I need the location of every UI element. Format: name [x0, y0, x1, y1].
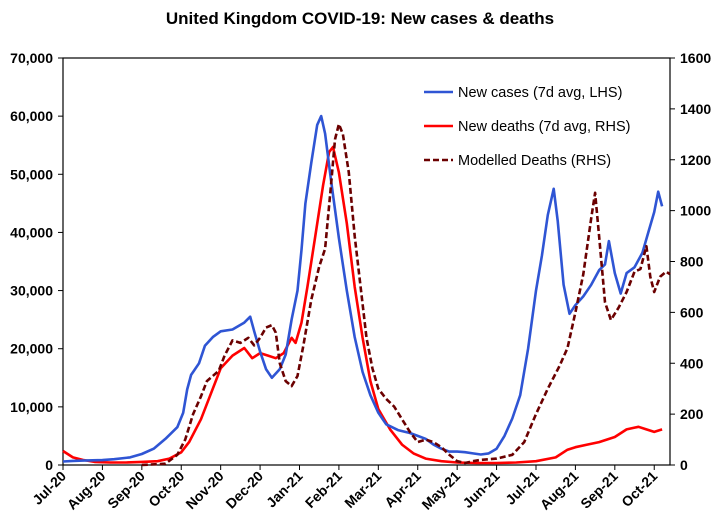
- left-tick-label: 0: [45, 457, 53, 473]
- x-tick-label: Mar-21: [341, 468, 384, 511]
- right-tick-label: 1600: [680, 50, 711, 66]
- x-axis-ticks: Jul-20Aug-20Sep-20Oct-20Nov-20Dec-20Jan-…: [29, 465, 661, 513]
- right-tick-label: 1000: [680, 203, 711, 219]
- x-tick-label: Oct-21: [618, 468, 660, 510]
- legend: New cases (7d avg, LHS) New deaths (7d av…: [424, 85, 630, 169]
- series-layer: [62, 114, 671, 467]
- x-tick-label: Oct-20: [145, 468, 187, 510]
- x-tick-label: Dec-20: [222, 468, 266, 512]
- right-tick-label: 800: [680, 254, 704, 270]
- left-tick-label: 40,000: [10, 224, 53, 240]
- left-tick-label: 10,000: [10, 399, 53, 415]
- legend-label-0: New cases (7d avg, LHS): [458, 85, 622, 101]
- left-tick-label: 60,000: [10, 108, 53, 124]
- chart-title: United Kingdom COVID-19: New cases & dea…: [166, 9, 554, 28]
- left-tick-label: 30,000: [10, 283, 53, 299]
- right-tick-label: 600: [680, 304, 704, 320]
- x-tick-label: May-21: [418, 468, 463, 513]
- x-tick-label: Jun-21: [459, 468, 502, 511]
- x-tick-label: Aug-21: [537, 468, 582, 513]
- legend-label-1: New deaths (7d avg, RHS): [458, 119, 630, 135]
- left-tick-label: 50,000: [10, 166, 53, 182]
- left-tick-label: 20,000: [10, 341, 53, 357]
- series-line-1: [62, 145, 663, 465]
- right-tick-label: 200: [680, 406, 704, 422]
- right-tick-label: 400: [680, 355, 704, 371]
- x-tick-label: Apr-21: [381, 468, 424, 511]
- left-tick-label: 70,000: [10, 50, 53, 66]
- left-axis-ticks: 0 10,000 20,000 30,000 40,000 50,000 60,000 70,…: [10, 50, 63, 473]
- x-tick-label: Sep-21: [577, 468, 621, 512]
- right-axis-ticks: 0 200 400 600 800 1000 1200 1400 1600: [670, 50, 711, 473]
- right-tick-label: 1200: [680, 152, 711, 168]
- x-tick-label: Sep-20: [104, 468, 148, 512]
- x-tick-label: Jan-21: [263, 468, 306, 511]
- right-tick-label: 1400: [680, 101, 711, 117]
- legend-label-2: Modelled Deaths (RHS): [458, 153, 611, 169]
- x-tick-label: Aug-20: [64, 468, 109, 513]
- right-tick-label: 0: [680, 457, 688, 473]
- x-tick-label: Feb-21: [302, 468, 345, 511]
- x-tick-label: Nov-20: [182, 468, 226, 512]
- series-line-2: [141, 122, 671, 467]
